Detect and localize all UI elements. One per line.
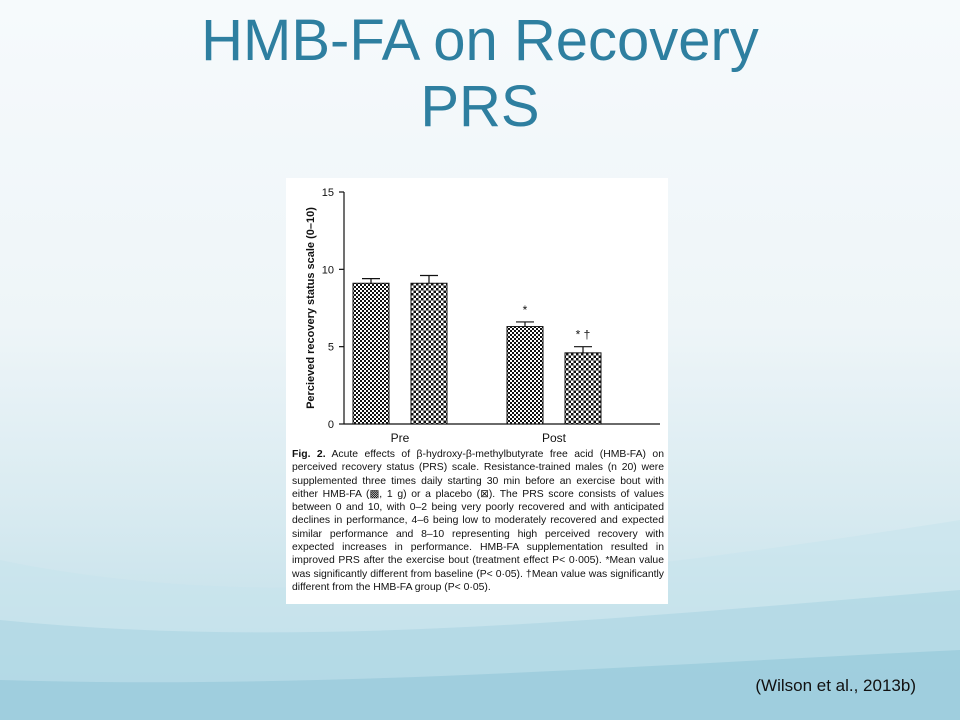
caption-text: Acute effects of β-hydroxy-β-methylbutyr… [292,449,664,593]
title-line-2: PRS [420,74,540,139]
bar-chart: 0 5 10 15 Percieved recovery status scale (0… [305,187,660,445]
y-tick-label-3: 15 [322,187,334,199]
citation: (Wilson et al., 2013b) [755,676,916,695]
bar-placebo-pre [410,282,448,425]
bar-placebo-post [564,352,602,425]
y-tick-label-1: 5 [328,342,334,354]
y-tick-label-0: 0 [328,419,334,431]
slide-title: HMB-FA on Recovery PRS [0,8,960,140]
y-tick-label-2: 10 [322,264,334,276]
figure-caption: Fig. 2. Acute effects of β-hydroxy-β-met… [292,448,664,594]
caption-fig-label: Fig. 2. [292,449,326,460]
y-axis-label: Percieved recovery status scale (0–10) [305,207,317,409]
bar-hmb-fa-pre [352,282,390,425]
bar-hmb-fa-post [506,326,544,425]
x-category-label-pre: Pre [391,431,410,445]
significance-marker-0-1: * [523,303,528,317]
title-line-1: HMB-FA on Recovery [201,8,759,73]
figure-panel: 0 5 10 15 Percieved recovery status scale (0… [286,178,668,604]
x-category-label-post: Post [542,431,567,445]
significance-marker-1-1: * † [576,328,591,342]
